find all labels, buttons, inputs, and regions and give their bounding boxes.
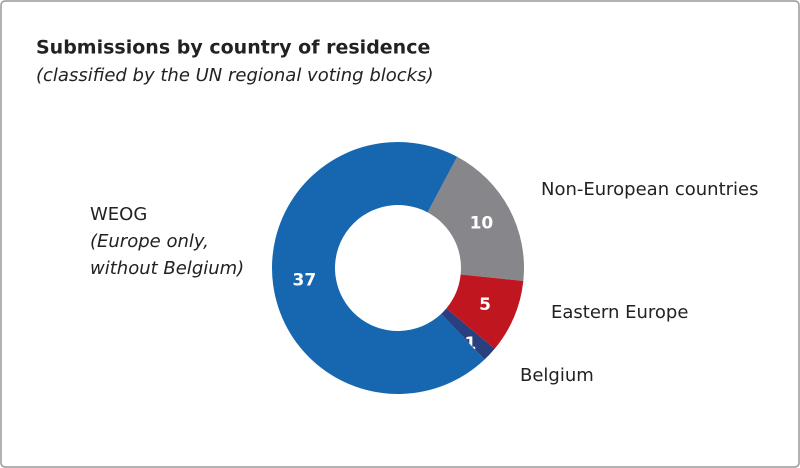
value-label: 10: [470, 214, 494, 234]
chart-subtitle: (classified by the UN regional voting bl…: [36, 65, 434, 86]
category-sublabel: (Europe only,: [90, 231, 209, 252]
category-label: Non-European countries: [541, 179, 758, 200]
value-label: 37: [293, 271, 317, 291]
donut-segment: [446, 274, 524, 349]
value-label: 5: [479, 295, 491, 315]
category-label: Eastern Europe: [551, 302, 688, 323]
category-sublabel: without Belgium): [90, 258, 244, 279]
value-label: 1: [465, 334, 477, 354]
donut-segment: [272, 141, 485, 394]
donut-segment: [427, 156, 525, 282]
chart-title: Submissions by country of residence: [36, 37, 430, 59]
category-label: WEOG: [90, 204, 147, 225]
donut-segment: [441, 308, 495, 360]
category-label: Belgium: [520, 365, 594, 386]
